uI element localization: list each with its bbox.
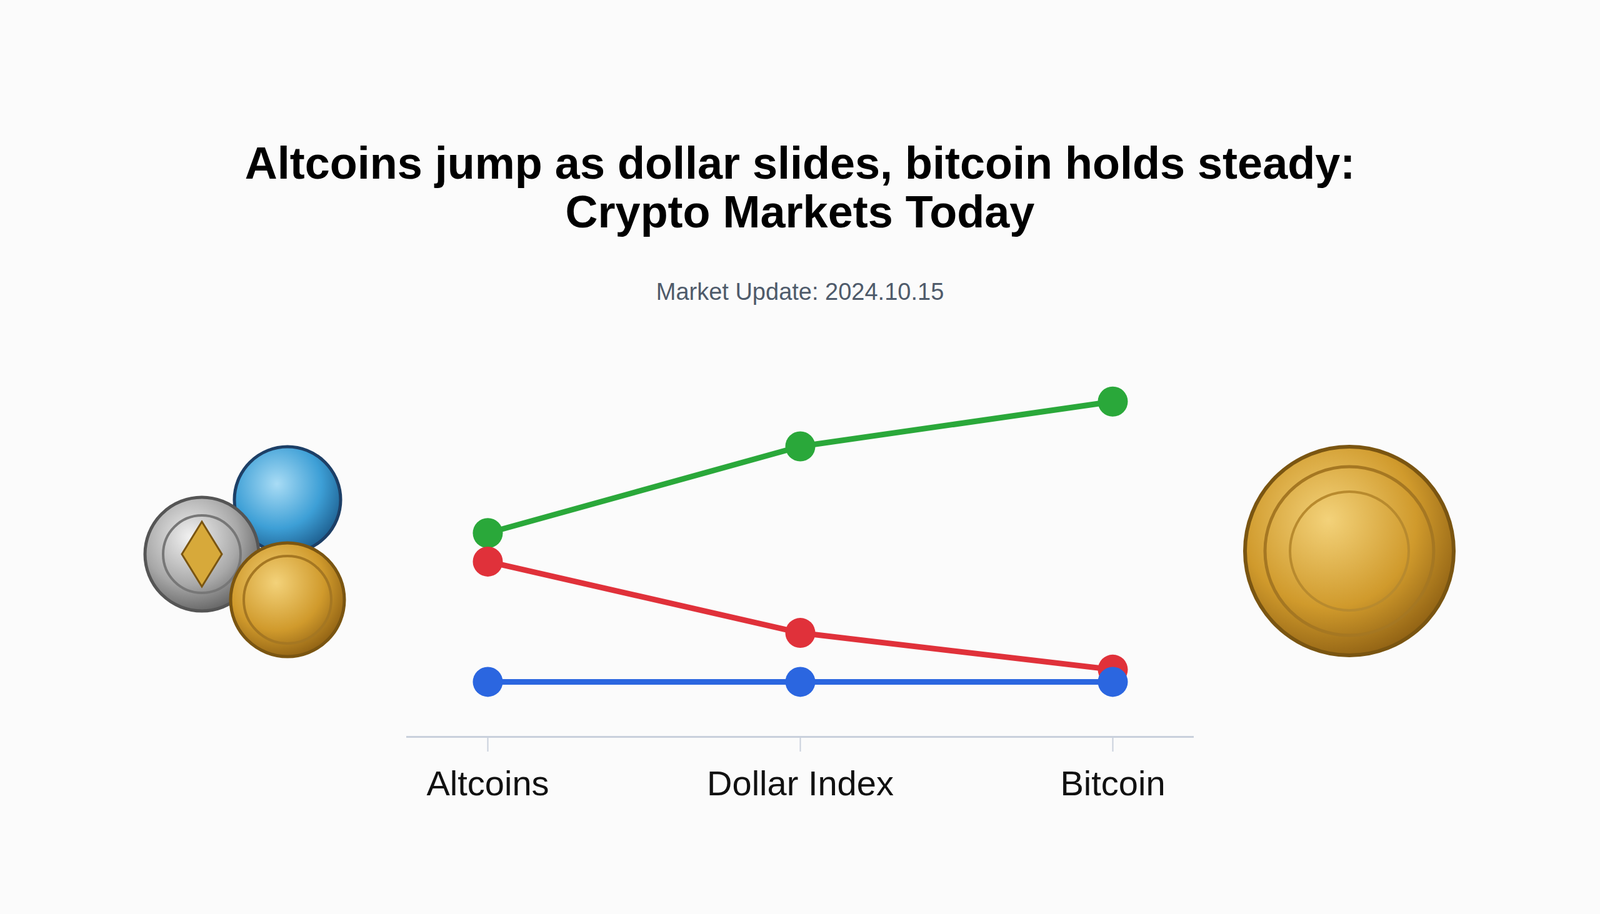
- svg-text:Bitcoin: Bitcoin: [1060, 763, 1165, 804]
- svg-text:Dollar Index: Dollar Index: [706, 763, 894, 804]
- html-text:Altcoins jump as dollar slides: Altcoins jump as dollar slides, bitcoin …: [244, 138, 1356, 237]
- svg-text:Altcoins: Altcoins: [426, 763, 549, 804]
- html-text:Market Update: 2024.10.15: Market Update: 2024.10.15: [656, 278, 944, 305]
